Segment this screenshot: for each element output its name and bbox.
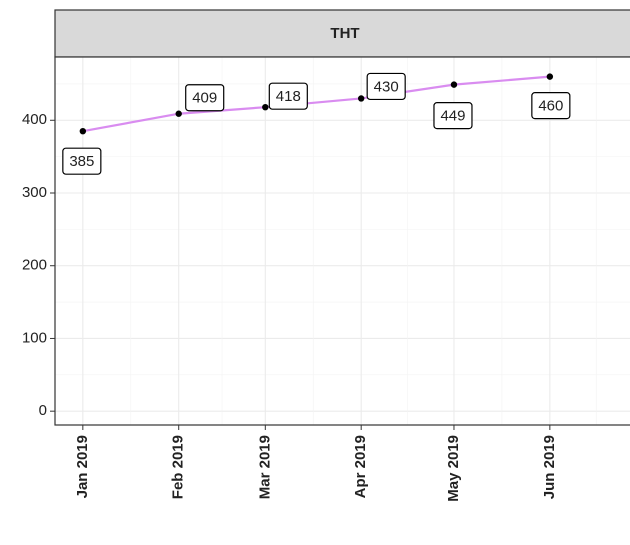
y-tick-label: 0 xyxy=(39,402,47,419)
facet-strip xyxy=(54,9,630,58)
value-label: 460 xyxy=(538,98,563,115)
point xyxy=(546,73,554,80)
y-tick-label: 200 xyxy=(22,257,47,274)
value-label-box xyxy=(366,72,406,101)
x-tick-label: Jan 2019 xyxy=(74,435,91,498)
value-label: 449 xyxy=(440,108,465,125)
panel-border xyxy=(54,56,630,426)
value-label: 430 xyxy=(374,78,399,95)
facet-label: THT xyxy=(330,25,359,42)
value-label: 409 xyxy=(192,90,217,107)
value-label-box xyxy=(185,84,225,112)
value-label: 385 xyxy=(69,153,94,170)
y-tick-label: 300 xyxy=(22,184,47,201)
x-tick-label: Jun 2019 xyxy=(541,435,558,499)
x-tick-label: May 2019 xyxy=(445,435,462,502)
y-tick-label: 100 xyxy=(22,329,47,346)
x-tick-label: Feb 2019 xyxy=(170,435,187,499)
value-label: 418 xyxy=(276,88,301,105)
value-label-box xyxy=(531,92,571,120)
point xyxy=(450,81,458,88)
value-label-box xyxy=(268,82,308,110)
x-tick-label: Mar 2019 xyxy=(256,435,273,499)
y-tick-label: 400 xyxy=(22,111,47,128)
value-label-box xyxy=(62,147,102,175)
line xyxy=(82,75,550,133)
point xyxy=(262,103,269,111)
x-tick-label: Apr 2019 xyxy=(352,435,369,498)
value-label-box xyxy=(433,102,473,130)
point xyxy=(79,127,87,135)
point xyxy=(357,95,365,102)
point xyxy=(175,110,182,117)
